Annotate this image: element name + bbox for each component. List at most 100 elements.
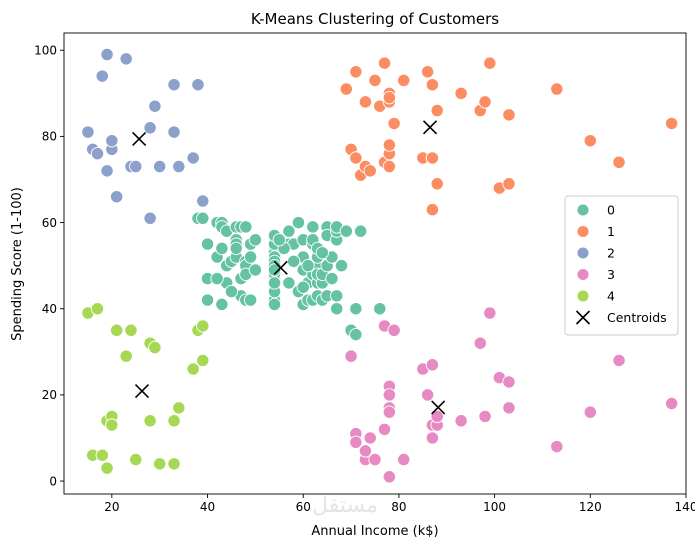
data-point: [119, 52, 133, 66]
data-point: [550, 439, 564, 454]
data-point: [368, 452, 382, 467]
data-point: [215, 241, 229, 256]
data-point: [382, 388, 397, 402]
data-point: [502, 375, 516, 389]
data-point: [248, 263, 263, 277]
data-point: [550, 82, 564, 96]
data-point: [109, 323, 124, 337]
data-point: [301, 259, 315, 273]
data-point: [377, 422, 392, 437]
data-point: [612, 155, 626, 169]
legend-label: 3: [607, 267, 615, 282]
legend-item: 4: [576, 289, 615, 304]
x-tick-label: 60: [296, 500, 311, 514]
data-point: [349, 327, 363, 342]
y-tick-label: 20: [42, 388, 57, 402]
legend-marker: [576, 203, 590, 217]
data-point: [196, 319, 210, 333]
legend-item: 3: [576, 267, 615, 282]
data-point: [90, 146, 105, 161]
data-point: [167, 457, 181, 471]
watermark: مستقل: [312, 493, 378, 518]
series-cluster-1: [339, 56, 679, 217]
data-point: [153, 159, 167, 174]
data-point: [196, 211, 210, 225]
y-tick-label: 100: [34, 44, 57, 58]
series-centroids: [132, 120, 446, 415]
data-point: [478, 95, 492, 109]
legend-label: 4: [607, 289, 615, 304]
data-point: [229, 241, 243, 256]
data-point: [105, 134, 119, 148]
data-point: [353, 224, 368, 238]
data-point: [248, 233, 263, 247]
centroid-marker: [273, 260, 288, 275]
data-point: [420, 65, 435, 79]
series-cluster-2: [81, 47, 210, 225]
data-point: [315, 246, 330, 260]
series-cluster-3: [344, 306, 679, 484]
data-point: [172, 401, 186, 415]
data-point: [583, 405, 597, 419]
data-point: [425, 202, 440, 217]
data-point: [287, 254, 301, 268]
data-point: [239, 220, 253, 234]
legend-item: 0: [576, 203, 615, 218]
legend-label: Centroids: [607, 310, 667, 325]
data-point: [196, 194, 210, 208]
plot-frame: [63, 32, 687, 495]
data-point: [382, 405, 397, 419]
centroid-marker: [132, 131, 147, 147]
legend-marker: [576, 289, 590, 303]
data-point: [420, 388, 435, 402]
data-point: [664, 396, 679, 411]
data-point: [502, 177, 516, 191]
chart-title: K-Means Clustering of Customers: [251, 10, 499, 28]
data-point: [368, 73, 382, 88]
data-point: [186, 362, 200, 376]
data-point: [105, 418, 119, 432]
data-point: [95, 69, 109, 83]
data-point: [95, 448, 109, 462]
data-point: [167, 125, 181, 139]
data-point: [191, 78, 205, 92]
legend-label: 2: [607, 246, 615, 261]
data-point: [143, 414, 157, 428]
data-point: [267, 297, 282, 312]
data-point: [425, 358, 440, 372]
data-point: [387, 116, 401, 131]
data-point: [473, 336, 487, 350]
data-point: [129, 452, 143, 467]
legend-item: Centroids: [575, 310, 667, 325]
y-axis-label: Spending Score (1-100): [10, 187, 25, 341]
data-point: [363, 431, 377, 445]
data-point: [100, 461, 114, 475]
data-point: [153, 457, 167, 471]
x-tick-label: 40: [200, 500, 215, 514]
data-point: [349, 302, 363, 316]
centroid-marker: [431, 400, 446, 415]
data-point: [109, 190, 124, 204]
data-point: [267, 263, 282, 277]
x-tick-label: 100: [483, 500, 506, 514]
data-point: [306, 220, 320, 234]
data-point: [210, 271, 224, 286]
data-point: [215, 297, 229, 312]
data-point: [167, 414, 181, 428]
data-point: [291, 215, 306, 230]
data-point: [344, 349, 358, 363]
data-point: [272, 233, 286, 247]
data-point: [282, 224, 296, 238]
data-point: [330, 302, 344, 316]
legend-label: 1: [607, 224, 615, 239]
data-point: [196, 353, 210, 368]
data-point: [382, 159, 397, 174]
legend-label: 0: [607, 203, 615, 218]
data-point: [282, 276, 296, 290]
data-point: [100, 47, 114, 62]
data-point: [81, 125, 95, 139]
legend-marker: [576, 225, 590, 238]
data-point: [387, 323, 401, 337]
data-point: [502, 108, 516, 122]
data-point: [267, 276, 282, 290]
